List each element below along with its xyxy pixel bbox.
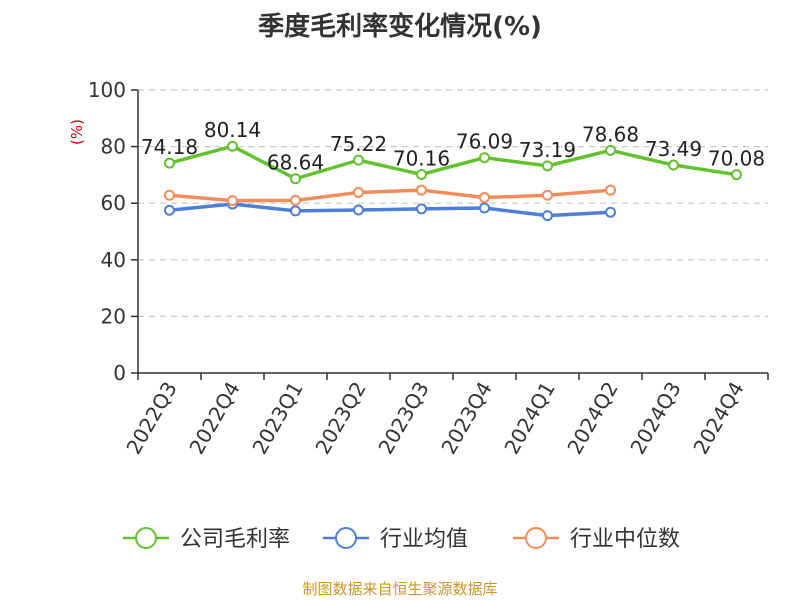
data-point <box>416 203 427 215</box>
data-point <box>164 204 175 216</box>
legend-marker <box>335 527 357 549</box>
legend-item-1: 行业均值 <box>323 527 468 552</box>
legend-label: 行业中位数 <box>570 527 680 552</box>
data-point <box>731 169 742 181</box>
series-0 <box>164 140 742 185</box>
data-point <box>353 204 364 216</box>
legend-marker <box>135 527 157 549</box>
data-point <box>290 205 301 217</box>
data-label: 76.09 <box>456 130 513 154</box>
data-point <box>605 144 616 156</box>
data-point <box>479 152 490 164</box>
data-label: 68.64 <box>267 151 324 175</box>
data-point <box>290 194 301 206</box>
grid-lines <box>138 89 768 317</box>
data-point <box>605 184 616 196</box>
data-point <box>227 140 238 152</box>
legend-marker <box>525 527 547 549</box>
x-tick-label: 2024Q3 <box>625 378 685 459</box>
data-point <box>290 173 301 185</box>
data-label: 73.19 <box>519 138 576 162</box>
chart-title: 季度毛利率变化情况(%) <box>258 12 542 42</box>
x-tick-label: 2023Q1 <box>247 378 307 459</box>
data-label: 78.68 <box>582 122 639 146</box>
legend-item-2: 行业中位数 <box>513 527 680 552</box>
data-label: 80.14 <box>204 118 261 142</box>
data-label: 70.08 <box>708 147 765 171</box>
data-label: 75.22 <box>330 132 387 156</box>
series-line <box>169 202 611 218</box>
data-point <box>542 210 553 222</box>
data-point <box>353 154 364 166</box>
x-tick-label: 2023Q4 <box>436 378 496 459</box>
series-layer <box>164 140 742 222</box>
x-tick-label: 2022Q3 <box>121 378 181 459</box>
data-point <box>353 186 364 198</box>
y-tick-label: 80 <box>101 135 126 159</box>
series-line <box>169 144 737 181</box>
data-point <box>227 195 238 207</box>
data-point <box>416 184 427 196</box>
x-tick-label: 2024Q4 <box>688 378 748 459</box>
data-point <box>542 189 553 201</box>
legend-label: 公司毛利率 <box>180 527 290 552</box>
x-tick-label: 2023Q2 <box>310 378 370 459</box>
data-point <box>668 159 679 171</box>
data-point <box>164 157 175 169</box>
series-2 <box>164 184 616 207</box>
legend-label: 行业均值 <box>380 527 468 552</box>
y-tick-label: 60 <box>101 191 126 215</box>
x-tick-label: 2024Q1 <box>499 378 559 459</box>
legend: 公司毛利率 行业均值 行业中位数 <box>123 527 680 552</box>
data-label: 70.16 <box>393 146 450 170</box>
y-axis-label: (%) <box>68 119 86 145</box>
y-tick-label: 0 <box>113 361 126 385</box>
data-point <box>479 202 490 214</box>
source-note: 制图数据来自恒生聚源数据库 <box>302 580 498 598</box>
x-tick-label: 2024Q2 <box>562 378 622 459</box>
x-tick-label: 2023Q3 <box>373 378 433 459</box>
data-point <box>542 160 553 172</box>
data-point <box>164 189 175 201</box>
legend-item-0: 公司毛利率 <box>123 527 290 552</box>
data-point <box>605 206 616 218</box>
y-tick-label: 40 <box>101 248 126 272</box>
x-tick-label: 2022Q4 <box>184 378 244 459</box>
series-line <box>169 188 611 203</box>
y-tick-label: 100 <box>88 78 126 102</box>
data-label: 74.18 <box>141 135 198 159</box>
data-point <box>416 168 427 180</box>
data-point <box>479 192 490 204</box>
y-tick-label: 20 <box>101 304 126 328</box>
data-label: 73.49 <box>645 137 702 161</box>
